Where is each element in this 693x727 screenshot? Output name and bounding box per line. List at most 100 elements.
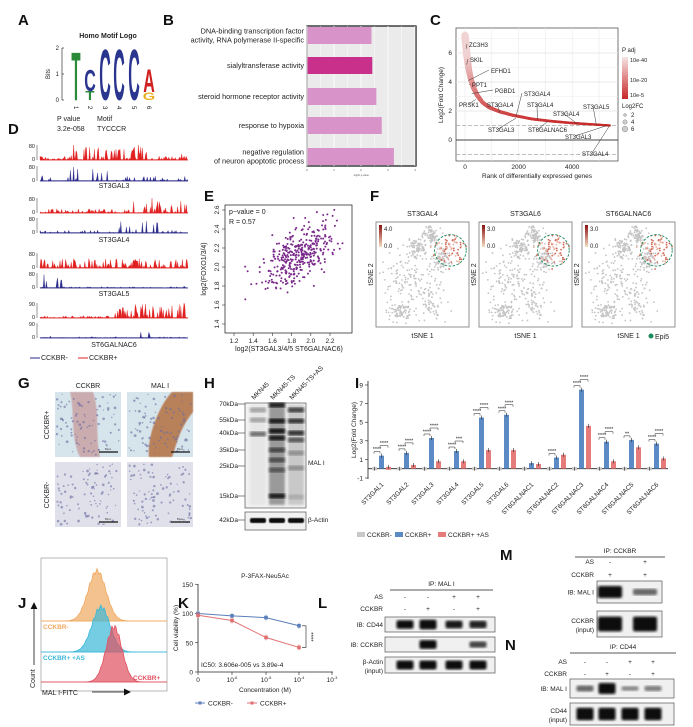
data-point xyxy=(264,288,267,291)
expressing-cell-point xyxy=(445,241,447,244)
expressing-cell-point xyxy=(462,242,465,245)
cell-point xyxy=(400,279,403,281)
cell-point xyxy=(541,258,544,261)
expressing-cell-point xyxy=(656,253,659,256)
cell-point xyxy=(532,300,535,303)
nucleus xyxy=(90,486,94,489)
cell-point xyxy=(401,288,403,291)
cell-point xyxy=(594,307,597,310)
cell-point xyxy=(407,305,410,308)
bar-cckbras xyxy=(561,454,566,469)
legend-label-neg: CCKBR- xyxy=(41,355,69,362)
nucleus xyxy=(91,424,94,427)
cell-point xyxy=(543,270,545,273)
cell-point xyxy=(395,272,398,275)
expressing-cell-point xyxy=(439,248,441,250)
x-tick-label: 1.8 xyxy=(287,338,296,345)
nucleus xyxy=(61,393,63,395)
cell-point xyxy=(596,272,599,275)
data-point xyxy=(314,239,317,242)
cell-point xyxy=(619,269,622,272)
cell-point xyxy=(408,314,411,316)
legend-label: CCKBR- xyxy=(208,701,233,708)
data-point xyxy=(307,228,310,231)
cell-point xyxy=(396,321,398,324)
cell-point xyxy=(412,275,415,278)
nucleus xyxy=(103,523,105,525)
data-point xyxy=(300,251,303,254)
cell-point xyxy=(538,292,541,294)
nucleus xyxy=(175,441,178,443)
cell-point xyxy=(538,317,541,320)
cell-point xyxy=(618,253,621,256)
cell-point xyxy=(614,245,617,248)
protein-band xyxy=(576,685,594,692)
cell-point xyxy=(411,250,414,253)
expressing-cell-point xyxy=(559,241,561,244)
cell-point xyxy=(519,250,521,253)
cell-point xyxy=(550,262,553,265)
cell-point xyxy=(446,252,449,255)
nucleus xyxy=(183,518,185,521)
actin-band xyxy=(288,518,304,523)
cell-point xyxy=(637,255,639,258)
cell-point xyxy=(498,313,501,316)
epi5-cluster-outline xyxy=(434,234,467,267)
expressing-cell-point xyxy=(453,239,456,242)
expressing-cell-point xyxy=(562,246,565,249)
motif-consensus: TYCCCR xyxy=(97,126,126,133)
cell-point xyxy=(447,301,449,303)
nucleus xyxy=(107,481,110,484)
significance-stars: **** xyxy=(430,424,439,430)
cell-point xyxy=(636,275,639,278)
cell-point xyxy=(545,248,548,251)
nucleus xyxy=(68,400,71,403)
data-point xyxy=(286,254,289,257)
x-axis-label: log2(ST3GAL3/4/5 ST6GALNAC6) xyxy=(235,346,343,353)
cell-point xyxy=(618,298,621,301)
data-point xyxy=(315,242,318,245)
cell-point xyxy=(517,280,520,283)
data-point xyxy=(281,254,284,257)
cell-point xyxy=(387,288,389,291)
expressing-cell-point xyxy=(542,248,544,250)
nucleus xyxy=(59,427,63,431)
data-point xyxy=(319,262,322,265)
protein-band xyxy=(469,620,487,629)
cell-point xyxy=(605,314,607,317)
cell-point xyxy=(491,252,494,254)
significance-stars: **** xyxy=(473,409,482,415)
nucleus xyxy=(137,397,139,400)
data-point xyxy=(292,216,295,219)
cell-point xyxy=(417,278,420,280)
expressing-cell-point xyxy=(540,257,543,260)
cell-point xyxy=(423,319,426,322)
mal-i-label: MAL I xyxy=(308,460,325,467)
significance-bracket xyxy=(479,407,489,410)
cell-point xyxy=(627,257,630,260)
y-tick-label: 2.0 xyxy=(214,262,221,271)
expressing-cell-point xyxy=(451,238,454,241)
cell-point xyxy=(510,260,513,262)
nucleus xyxy=(140,519,143,522)
y-tick-label: 2 xyxy=(56,46,60,52)
nucleus xyxy=(130,474,133,477)
y-tick-label: 0 xyxy=(56,98,60,104)
cckbr-pos-track xyxy=(39,144,189,161)
cell-point xyxy=(420,278,423,281)
gene-annotation: ST3GAL4 xyxy=(524,92,551,98)
series-line-0 xyxy=(197,613,300,627)
nucleus xyxy=(166,438,169,441)
cell-point xyxy=(501,304,503,307)
nucleus xyxy=(134,517,137,521)
nucleus xyxy=(109,472,112,475)
cell-point xyxy=(407,300,410,303)
data-point xyxy=(277,242,280,245)
cell-point xyxy=(495,265,498,267)
nucleus xyxy=(166,431,169,434)
nucleus xyxy=(70,431,73,434)
expressing-cell-point xyxy=(653,242,656,245)
cell-point xyxy=(634,265,637,268)
data-point xyxy=(296,263,299,266)
cell-point xyxy=(438,252,441,255)
